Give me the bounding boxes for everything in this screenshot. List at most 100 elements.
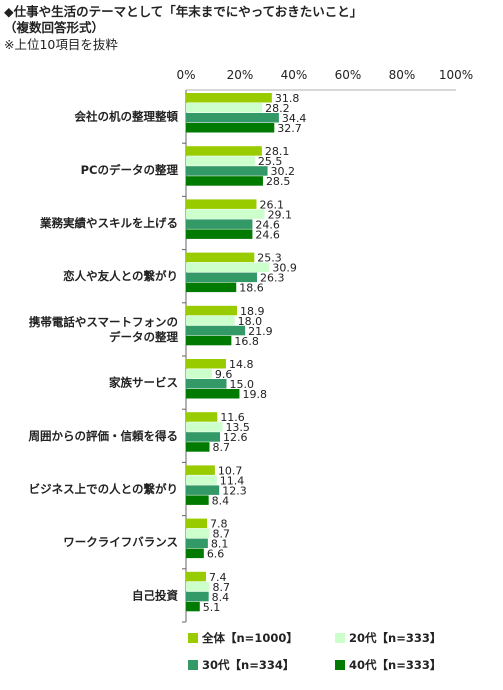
bar-age20 xyxy=(186,369,212,379)
data-label: 5.1 xyxy=(203,601,221,614)
data-label: 28.5 xyxy=(266,175,291,188)
category-label: 会社の机の整理整頓 xyxy=(74,110,179,124)
data-label: 11.4 xyxy=(220,474,245,487)
data-label: 29.1 xyxy=(268,208,293,221)
data-label: 12.3 xyxy=(222,484,247,497)
bar-all xyxy=(186,199,257,209)
bar-all xyxy=(186,571,206,582)
data-label: 12.6 xyxy=(223,431,248,444)
bar-age30 xyxy=(186,272,258,283)
bar-age30 xyxy=(186,219,253,229)
legend-label-all: 全体【n=1000】 xyxy=(201,631,298,645)
data-label: 10.7 xyxy=(218,464,243,477)
bar-age30 xyxy=(186,325,246,336)
category-label: データの整理 xyxy=(109,330,178,344)
data-label: 21.9 xyxy=(248,325,273,338)
category-label: ビジネス上での人との繋がり xyxy=(29,482,178,496)
legend-swatch-age20 xyxy=(335,633,345,643)
legend-label-age40: 40代【n=333】 xyxy=(349,658,441,672)
bar-age40 xyxy=(186,229,253,239)
bar-age30 xyxy=(186,113,279,123)
data-label: 7.4 xyxy=(209,571,227,584)
legend-swatch-age30 xyxy=(188,660,198,670)
bar-age20 xyxy=(186,581,210,592)
data-label: 8.1 xyxy=(211,538,229,551)
legend-label-age20: 20代【n=333】 xyxy=(349,631,441,645)
x-tick-label: 80% xyxy=(389,68,416,82)
x-tick-label: 60% xyxy=(335,68,362,82)
data-label: 7.8 xyxy=(210,518,228,531)
data-label: 31.8 xyxy=(275,92,300,105)
bar-age20 xyxy=(186,422,223,432)
data-label: 16.8 xyxy=(234,335,258,348)
bar-all xyxy=(186,93,272,103)
data-label: 11.6 xyxy=(220,411,245,424)
data-label: 8.4 xyxy=(212,591,230,604)
bar-age30 xyxy=(186,432,221,442)
data-label: 13.5 xyxy=(225,421,250,434)
category-label: 業務実績やスキルを上げる xyxy=(39,216,178,230)
bar-all xyxy=(186,465,215,475)
category-label: 恋人や友人との繋がり xyxy=(63,269,178,283)
data-label: 9.6 xyxy=(215,368,233,381)
category-label: 自己投資 xyxy=(132,588,178,602)
data-label: 25.5 xyxy=(258,155,283,168)
category-label: 携帯電話やスマートフォンの xyxy=(29,315,178,329)
category-label: ワークライフバランス xyxy=(63,535,178,549)
bar-all xyxy=(186,359,226,369)
bar-age30 xyxy=(186,538,208,549)
bar-age20 xyxy=(186,209,265,219)
data-label: 25.3 xyxy=(257,252,282,265)
bar-age40 xyxy=(186,335,232,346)
bar-age30 xyxy=(186,379,227,389)
bar-age40 xyxy=(186,282,237,293)
data-label: 28.2 xyxy=(265,102,290,115)
data-label: 8.4 xyxy=(212,494,230,507)
data-label: 26.3 xyxy=(260,272,285,285)
x-tick-label: 100% xyxy=(439,68,473,82)
bar-age20 xyxy=(186,103,263,113)
bar-age20 xyxy=(186,528,210,539)
data-label: 18.9 xyxy=(240,305,265,318)
bar-age20 xyxy=(186,475,217,485)
x-tick-label: 40% xyxy=(281,68,308,82)
bar-age40 xyxy=(186,548,204,559)
chart-subtitle: （複数回答形式） xyxy=(4,20,105,35)
data-label: 19.8 xyxy=(242,388,267,401)
data-label: 8.7 xyxy=(212,581,230,594)
bar-all xyxy=(186,518,208,529)
bar-age40 xyxy=(186,389,240,399)
bar-age40 xyxy=(186,176,263,186)
data-label: 24.6 xyxy=(255,218,279,231)
data-label: 30.2 xyxy=(271,165,296,178)
bar-all xyxy=(186,412,218,422)
bar-age40 xyxy=(186,123,275,133)
bar-all xyxy=(186,305,238,316)
data-label: 32.7 xyxy=(277,122,302,135)
bar-age30 xyxy=(186,166,268,176)
data-label: 24.6 xyxy=(255,228,279,241)
category-label: 周囲からの評価・信頼を得る xyxy=(29,429,179,443)
chart-title: ◆仕事や生活のテーマとして「年末までにやっておきたいこと」 xyxy=(4,4,363,19)
data-label: 18.0 xyxy=(238,315,263,328)
legend-swatch-all xyxy=(188,633,198,643)
legend-label-age30: 30代【n=334】 xyxy=(202,658,294,672)
x-tick-label: 20% xyxy=(227,68,254,82)
data-label: 34.4 xyxy=(282,112,307,125)
legend-swatch-age40 xyxy=(335,660,345,670)
data-label: 18.6 xyxy=(239,282,264,295)
bar-age40 xyxy=(186,495,209,505)
bar-all xyxy=(186,252,255,263)
data-label: 8.7 xyxy=(212,441,230,454)
bar-age30 xyxy=(186,591,209,602)
category-label: PCのデータの整理 xyxy=(81,163,179,177)
bar-age20 xyxy=(186,156,255,166)
category-label: 家族サービス xyxy=(109,376,178,390)
data-label: 15.0 xyxy=(230,378,255,391)
bar-age20 xyxy=(186,262,270,273)
bar-age20 xyxy=(186,315,235,326)
data-label: 14.8 xyxy=(229,358,254,371)
chart-note: ※上位10項目を抜粋 xyxy=(4,37,118,52)
